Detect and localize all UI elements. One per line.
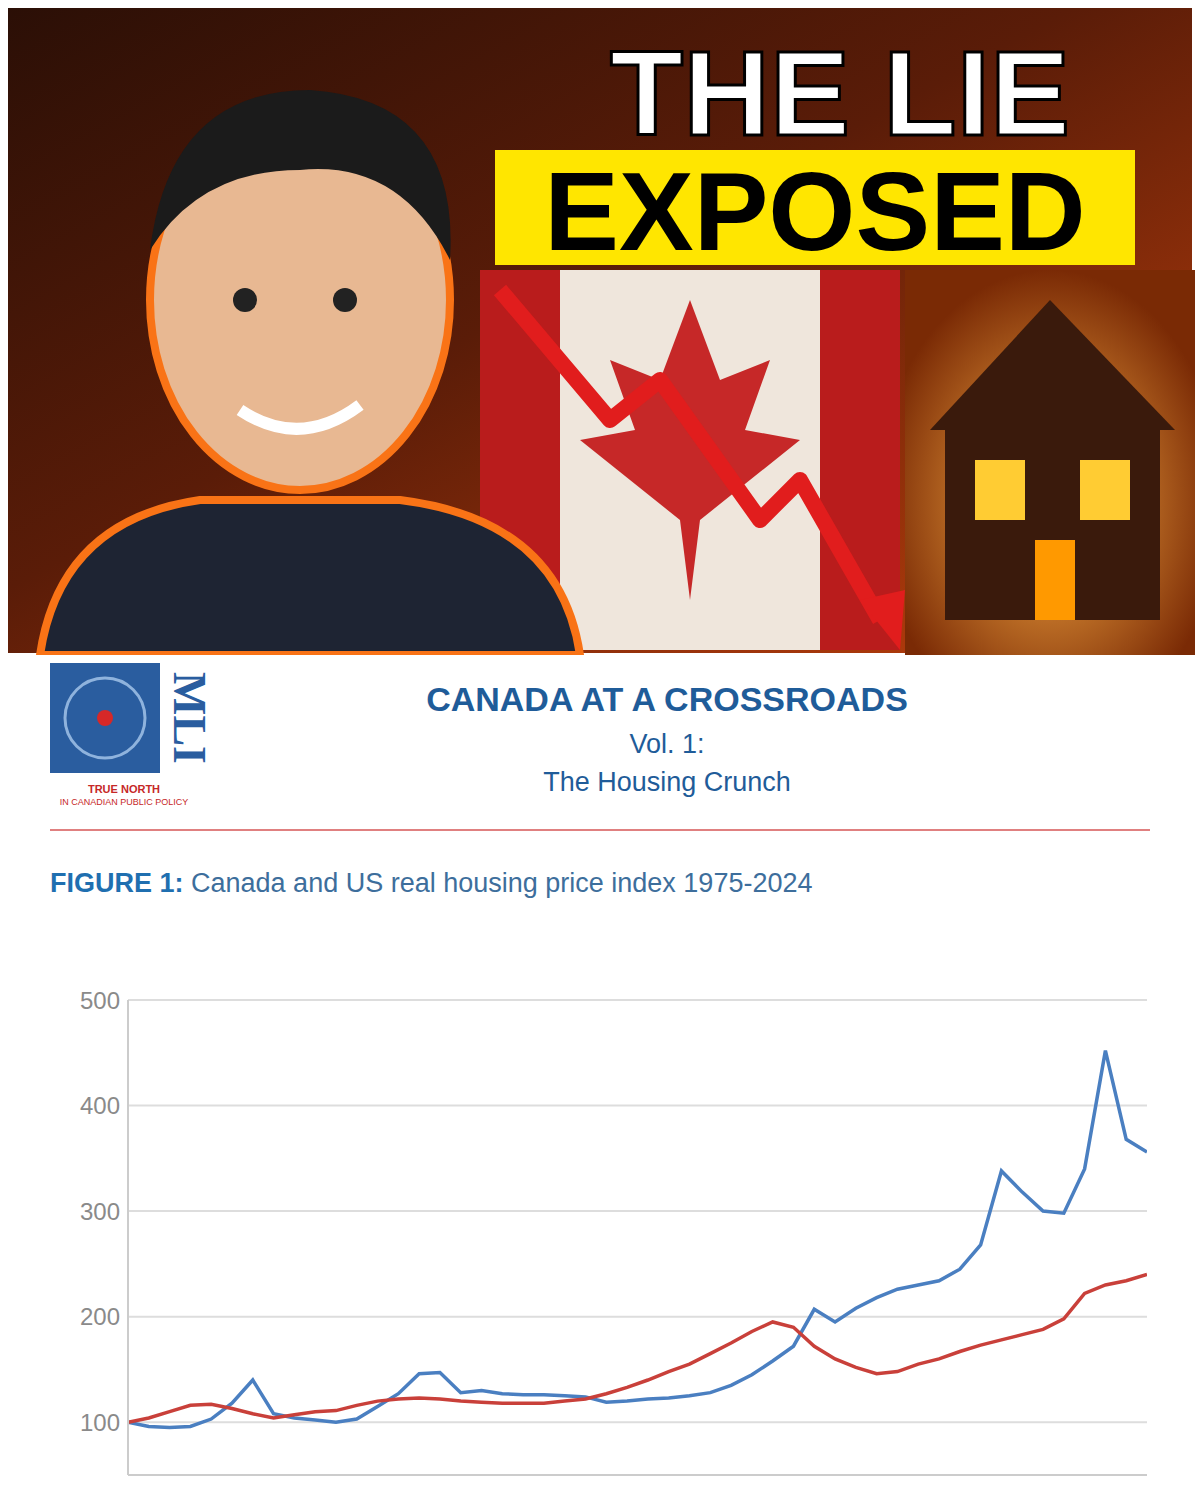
svg-text:IN CANADIAN PUBLIC POLICY: IN CANADIAN PUBLIC POLICY [60, 797, 189, 807]
svg-text:300: 300 [80, 1198, 120, 1225]
svg-text:CANADA AT A CROSSROADS: CANADA AT A CROSSROADS [426, 680, 908, 718]
svg-text:500: 500 [80, 987, 120, 1014]
svg-text:EXPOSED: EXPOSED [544, 149, 1086, 274]
svg-text:The Housing Crunch: The Housing Crunch [543, 767, 791, 797]
svg-text:TRUE NORTH: TRUE NORTH [88, 783, 160, 795]
html-text:FIGURE 1: Canada and US real h: FIGURE 1: Canada and US real housing pri… [50, 868, 813, 898]
svg-text:THE LIE: THE LIE [610, 26, 1070, 160]
svg-text:MLI: MLI [164, 672, 215, 764]
svg-text:400: 400 [80, 1092, 120, 1119]
svg-text:100: 100 [80, 1409, 120, 1436]
svg-text:Vol. 1:: Vol. 1: [629, 729, 704, 759]
svg-text:200: 200 [80, 1303, 120, 1330]
